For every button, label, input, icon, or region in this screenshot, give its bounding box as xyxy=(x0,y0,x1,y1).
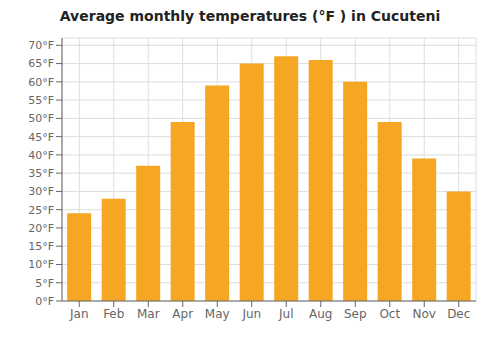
svg-text:Feb: Feb xyxy=(103,307,124,321)
svg-text:60°F: 60°F xyxy=(28,76,54,89)
svg-text:Nov: Nov xyxy=(413,307,436,321)
svg-text:Jul: Jul xyxy=(278,307,293,321)
svg-text:70°F: 70°F xyxy=(28,39,54,52)
svg-text:45°F: 45°F xyxy=(28,131,54,144)
svg-text:5°F: 5°F xyxy=(35,277,54,290)
svg-text:15°F: 15°F xyxy=(28,240,54,253)
svg-text:Oct: Oct xyxy=(379,307,400,321)
svg-text:Jun: Jun xyxy=(241,307,261,321)
svg-text:Apr: Apr xyxy=(172,307,193,321)
svg-text:0°F: 0°F xyxy=(35,295,54,308)
svg-text:40°F: 40°F xyxy=(28,149,54,162)
svg-text:25°F: 25°F xyxy=(28,204,54,217)
svg-text:Aug: Aug xyxy=(309,307,332,321)
svg-text:35°F: 35°F xyxy=(28,167,54,180)
svg-text:20°F: 20°F xyxy=(28,222,54,235)
svg-text:May: May xyxy=(205,307,230,321)
svg-text:65°F: 65°F xyxy=(28,57,54,70)
svg-text:Sep: Sep xyxy=(344,307,367,321)
svg-text:50°F: 50°F xyxy=(28,112,54,125)
svg-text:Dec: Dec xyxy=(447,307,470,321)
html-text:Average monthly temperatures (: Average monthly temperatures (°F ) in Cu… xyxy=(59,8,441,24)
svg-text:Jan: Jan xyxy=(69,307,89,321)
svg-text:10°F: 10°F xyxy=(28,258,54,271)
svg-text:30°F: 30°F xyxy=(28,185,54,198)
svg-text:55°F: 55°F xyxy=(28,94,54,107)
svg-text:Mar: Mar xyxy=(137,307,160,321)
